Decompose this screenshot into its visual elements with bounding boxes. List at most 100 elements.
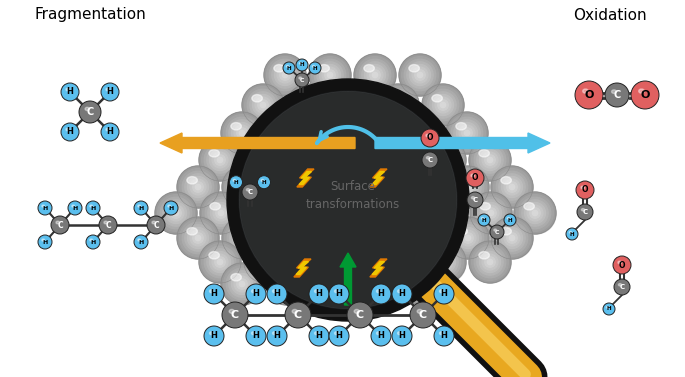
Circle shape (204, 246, 236, 278)
Circle shape (252, 249, 278, 275)
Circle shape (283, 62, 295, 74)
Circle shape (487, 259, 493, 265)
Circle shape (605, 83, 629, 107)
Circle shape (532, 210, 538, 216)
Circle shape (437, 254, 453, 270)
Text: C: C (300, 78, 304, 83)
Circle shape (279, 276, 295, 292)
Circle shape (277, 176, 299, 198)
Circle shape (166, 202, 186, 224)
Circle shape (339, 246, 371, 278)
Circle shape (185, 174, 211, 200)
Circle shape (375, 235, 381, 241)
Circle shape (287, 84, 329, 126)
Circle shape (514, 192, 556, 234)
Circle shape (336, 142, 373, 178)
Text: H: H (377, 290, 384, 299)
Circle shape (238, 182, 248, 192)
Ellipse shape (457, 176, 467, 184)
Circle shape (244, 86, 284, 126)
Text: H: H (440, 290, 447, 299)
Circle shape (410, 225, 436, 251)
Circle shape (390, 97, 406, 113)
Circle shape (179, 220, 216, 256)
Circle shape (397, 157, 403, 162)
Ellipse shape (187, 228, 197, 235)
Circle shape (387, 147, 413, 173)
Ellipse shape (440, 332, 443, 335)
Circle shape (371, 326, 391, 346)
Circle shape (353, 210, 359, 216)
Circle shape (370, 179, 386, 195)
Circle shape (395, 103, 401, 107)
Text: H: H (287, 66, 291, 70)
Circle shape (367, 67, 383, 83)
Circle shape (330, 235, 336, 241)
Circle shape (210, 251, 230, 273)
Ellipse shape (619, 284, 621, 286)
Circle shape (314, 219, 354, 259)
Circle shape (295, 144, 326, 176)
Circle shape (516, 194, 556, 234)
Circle shape (460, 230, 476, 246)
Circle shape (319, 64, 340, 86)
Circle shape (314, 59, 346, 91)
Circle shape (614, 279, 630, 295)
Circle shape (406, 268, 438, 300)
Circle shape (371, 284, 391, 304)
Ellipse shape (251, 290, 256, 293)
Circle shape (269, 219, 309, 259)
Circle shape (408, 222, 439, 254)
Ellipse shape (524, 202, 534, 210)
Circle shape (416, 128, 427, 138)
Circle shape (179, 169, 216, 205)
Circle shape (297, 147, 323, 173)
Circle shape (357, 57, 393, 93)
Circle shape (226, 268, 258, 300)
Circle shape (297, 249, 323, 275)
Circle shape (472, 142, 508, 178)
Circle shape (250, 197, 282, 229)
Ellipse shape (412, 228, 423, 235)
Circle shape (407, 62, 433, 88)
Circle shape (245, 192, 287, 234)
Ellipse shape (66, 128, 70, 131)
Circle shape (260, 155, 271, 165)
Circle shape (440, 257, 450, 267)
Ellipse shape (210, 202, 221, 210)
Circle shape (469, 139, 511, 181)
Text: H: H (90, 205, 96, 210)
Circle shape (494, 169, 530, 205)
Circle shape (289, 139, 331, 181)
Circle shape (403, 115, 440, 152)
Circle shape (246, 243, 286, 283)
Ellipse shape (479, 251, 489, 259)
Circle shape (207, 147, 233, 173)
Circle shape (179, 219, 219, 259)
Text: H: H (66, 127, 73, 136)
Circle shape (317, 62, 343, 88)
Circle shape (277, 123, 297, 144)
Circle shape (434, 251, 456, 273)
Circle shape (438, 205, 454, 221)
Circle shape (433, 200, 459, 226)
Circle shape (232, 273, 253, 294)
Ellipse shape (457, 228, 467, 235)
Circle shape (356, 56, 396, 96)
Circle shape (155, 192, 197, 234)
Text: H: H (440, 331, 447, 340)
Circle shape (347, 152, 363, 168)
Circle shape (207, 249, 233, 275)
Circle shape (61, 83, 79, 101)
Circle shape (232, 176, 253, 198)
Text: H: H (138, 205, 144, 210)
Circle shape (392, 152, 408, 168)
Circle shape (491, 166, 533, 208)
Circle shape (507, 182, 517, 192)
Circle shape (424, 139, 466, 181)
Text: H: H (66, 87, 73, 97)
Circle shape (412, 123, 432, 144)
Circle shape (412, 273, 432, 294)
Circle shape (324, 125, 340, 141)
Circle shape (319, 120, 345, 146)
